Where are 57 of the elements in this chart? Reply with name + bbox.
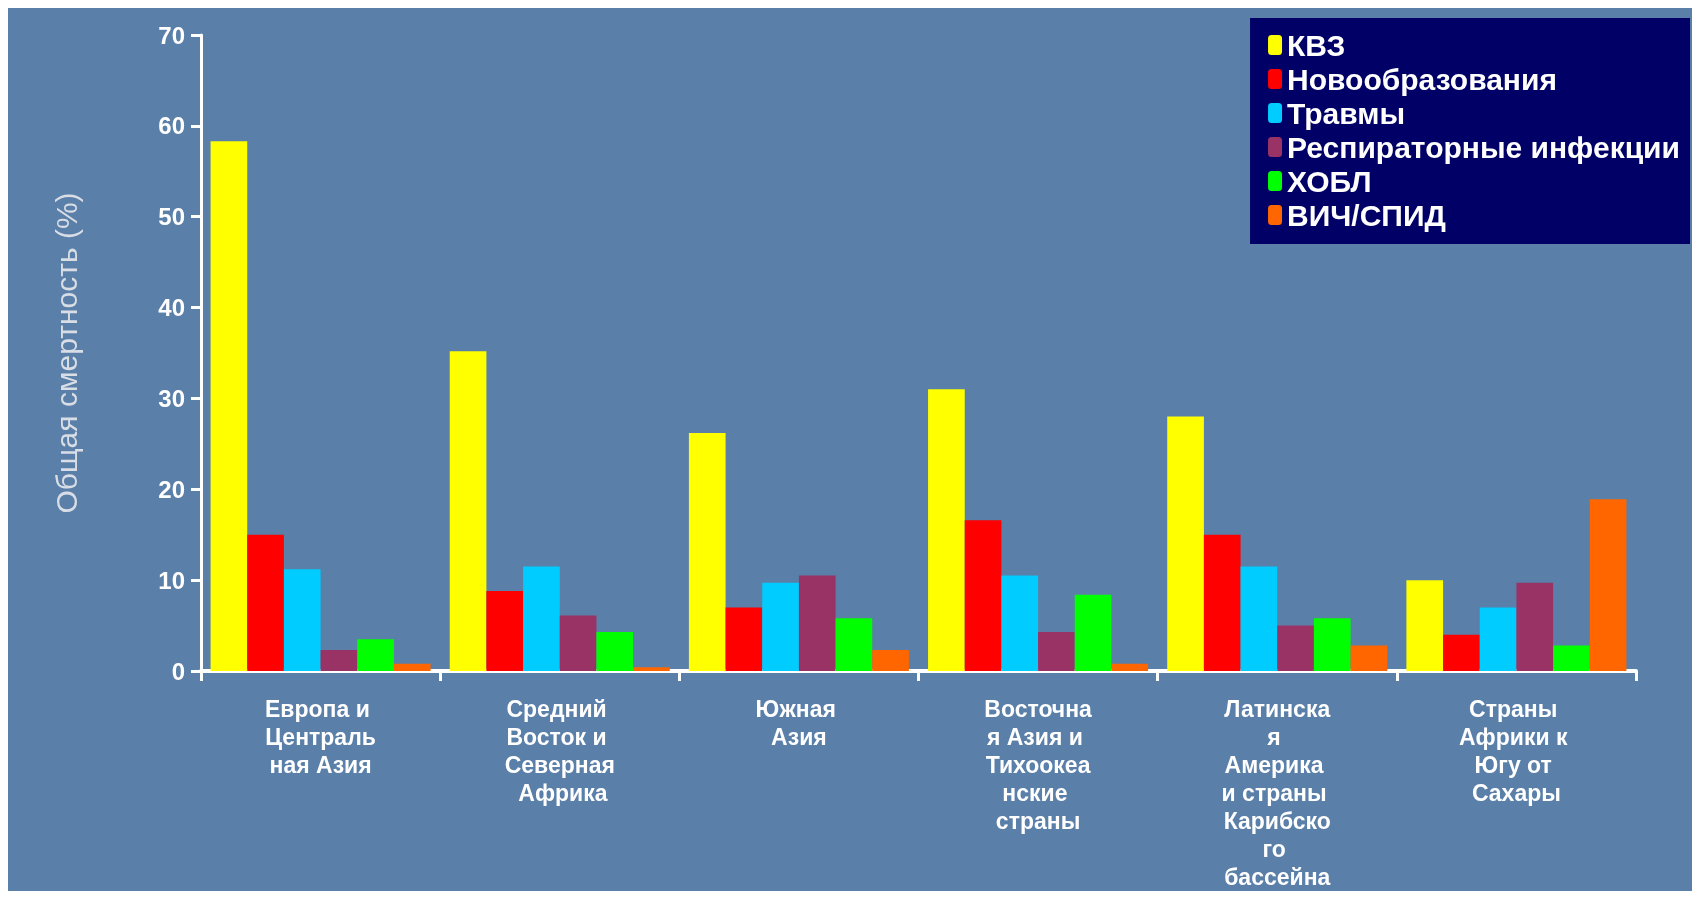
y-tick-label: 30 [158, 384, 185, 412]
bar [1516, 582, 1554, 671]
x-tick-label: Средний Восток и Северная Африка [504, 696, 615, 806]
bar [762, 582, 799, 671]
y-tick-label: 60 [158, 112, 185, 140]
bar [1167, 416, 1204, 671]
bar [1313, 618, 1351, 671]
bar [964, 520, 1002, 671]
bar [1406, 580, 1444, 671]
bar [1203, 534, 1241, 671]
bar [486, 591, 524, 671]
bar [872, 650, 909, 671]
bar [1240, 566, 1278, 671]
legend-label: Респираторные инфекции [1287, 130, 1681, 164]
bar [928, 389, 965, 671]
bar [1443, 634, 1480, 671]
x-tick-label: Южная Азия [755, 696, 843, 750]
bar [247, 534, 284, 671]
legend-label: Травмы [1287, 96, 1406, 130]
x-tick-label: Европа и Центральная Азия [264, 696, 377, 778]
bar [357, 639, 394, 671]
y-tick-label: 10 [158, 566, 185, 594]
bar [688, 432, 726, 671]
bar [1074, 594, 1112, 671]
bar [1277, 625, 1314, 671]
legend-label: ВИЧ/СПИД [1287, 198, 1446, 232]
x-tick-label: Страны Африки к Югу от Сахары [1458, 696, 1574, 806]
y-tick-label: 50 [158, 203, 185, 231]
y-tick-label: 40 [158, 294, 185, 322]
y-axis-title: Общая смертность (%) [49, 192, 83, 514]
legend-label: ХОБЛ [1287, 164, 1372, 198]
y-tick-label: 0 [171, 657, 185, 685]
bar [1553, 645, 1590, 671]
y-tick-label: 20 [158, 475, 185, 503]
bar [1001, 575, 1039, 671]
bar [1038, 631, 1075, 671]
bar [596, 631, 634, 671]
bar [320, 650, 358, 671]
bar [1589, 499, 1627, 671]
legend-label: КВЗ [1287, 28, 1346, 62]
bar [798, 575, 836, 671]
bar [1479, 607, 1517, 671]
bar [725, 607, 763, 671]
y-tick-label: 70 [158, 21, 185, 49]
x-tick-label: Латинская Америка и страны Карибского бассейна [1221, 696, 1333, 890]
bar [1111, 663, 1149, 671]
legend-label: Новообразования [1287, 62, 1557, 96]
bar [523, 566, 560, 671]
bar [210, 141, 248, 671]
bar [633, 667, 670, 671]
bar [835, 618, 873, 671]
bar [449, 351, 487, 671]
bar [393, 663, 431, 671]
bar [559, 615, 597, 671]
x-tick-label: Восточная Азия и Тихоокеанские страны [984, 696, 1093, 834]
bar [1350, 645, 1388, 671]
bar [283, 569, 321, 671]
